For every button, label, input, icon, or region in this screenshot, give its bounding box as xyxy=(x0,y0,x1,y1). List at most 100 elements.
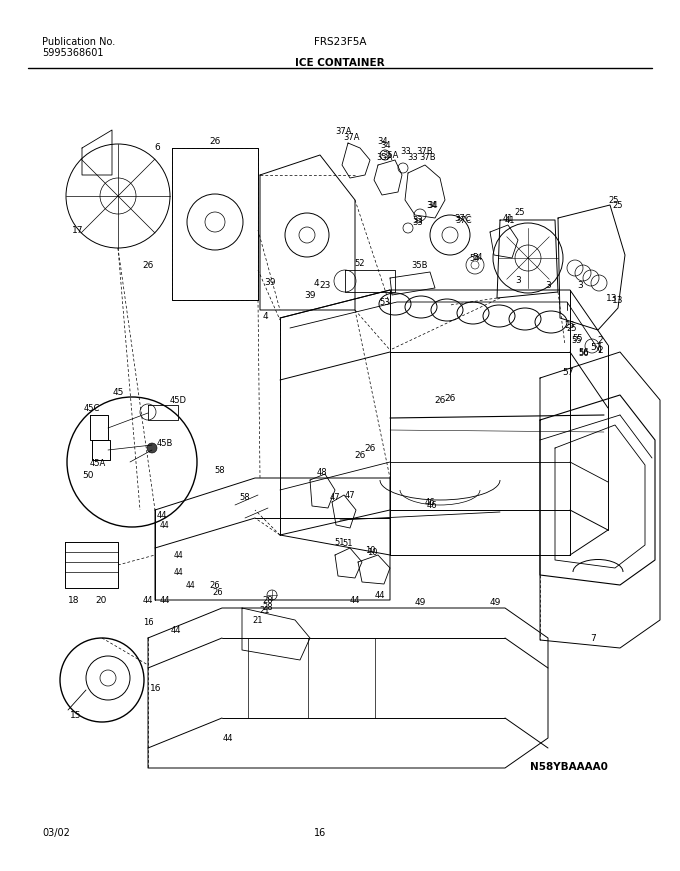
Text: 33: 33 xyxy=(401,147,411,157)
Text: 55: 55 xyxy=(572,335,582,345)
Text: 03/02: 03/02 xyxy=(42,828,70,838)
Text: 41: 41 xyxy=(503,213,513,222)
Text: 26: 26 xyxy=(209,138,221,146)
Text: 6: 6 xyxy=(154,144,160,152)
Text: 26: 26 xyxy=(435,395,445,404)
Text: 26: 26 xyxy=(364,443,375,453)
Text: ICE CONTAINER: ICE CONTAINER xyxy=(295,58,385,68)
Text: 48: 48 xyxy=(317,468,327,476)
Text: 51: 51 xyxy=(335,537,345,546)
Text: 37B: 37B xyxy=(417,147,433,157)
Text: 26: 26 xyxy=(213,588,223,597)
Text: FRS23F5A: FRS23F5A xyxy=(313,37,367,47)
Text: 21: 21 xyxy=(260,605,270,615)
Text: 49: 49 xyxy=(490,598,500,606)
Text: 2: 2 xyxy=(597,346,602,354)
Text: 35A: 35A xyxy=(381,151,398,159)
Text: 35B: 35B xyxy=(412,260,428,269)
Text: 41: 41 xyxy=(505,215,515,225)
Text: N58YBAAAA0: N58YBAAAA0 xyxy=(530,762,608,772)
Text: 16: 16 xyxy=(143,618,153,626)
Text: 16: 16 xyxy=(150,684,162,692)
Text: 57: 57 xyxy=(590,342,602,352)
Text: 45A: 45A xyxy=(90,458,106,468)
Text: 56: 56 xyxy=(579,348,590,357)
Text: 37A: 37A xyxy=(336,127,352,137)
Text: 55: 55 xyxy=(573,334,583,342)
Text: 10: 10 xyxy=(364,545,375,555)
Text: 25: 25 xyxy=(609,195,619,205)
Text: 37A: 37A xyxy=(344,132,360,141)
Text: 28: 28 xyxy=(262,596,273,604)
Text: 45B: 45B xyxy=(157,438,173,448)
Text: 33: 33 xyxy=(413,215,424,225)
Text: 20: 20 xyxy=(95,596,106,604)
Text: 3: 3 xyxy=(545,280,551,289)
Text: 33: 33 xyxy=(407,153,418,163)
Text: 44: 44 xyxy=(143,596,153,604)
Text: 47: 47 xyxy=(345,490,356,499)
Text: 13: 13 xyxy=(612,295,624,305)
Text: 25: 25 xyxy=(515,207,525,217)
Text: 44: 44 xyxy=(157,510,167,519)
Text: 44: 44 xyxy=(223,733,233,742)
Text: 53: 53 xyxy=(379,298,390,307)
Text: 58: 58 xyxy=(239,492,250,502)
Text: 37C: 37C xyxy=(456,215,473,225)
Text: 39: 39 xyxy=(265,278,276,287)
Text: 3: 3 xyxy=(577,280,583,289)
Text: 17: 17 xyxy=(72,226,84,234)
Text: 46: 46 xyxy=(426,501,437,510)
Text: 54: 54 xyxy=(473,253,483,261)
Text: 44: 44 xyxy=(173,568,183,577)
Circle shape xyxy=(147,443,157,453)
Text: 25: 25 xyxy=(613,200,624,210)
Text: 4: 4 xyxy=(313,279,319,287)
Text: 34: 34 xyxy=(377,138,388,146)
Text: 34: 34 xyxy=(381,140,391,150)
Text: 21: 21 xyxy=(253,616,263,625)
Text: 47: 47 xyxy=(330,492,340,502)
Text: 15: 15 xyxy=(70,711,82,719)
Text: 26: 26 xyxy=(354,450,366,460)
Text: 56: 56 xyxy=(579,348,590,356)
Text: 28: 28 xyxy=(262,603,273,611)
Text: 18: 18 xyxy=(68,596,80,604)
Text: 44: 44 xyxy=(350,596,360,604)
Text: Publication No.: Publication No. xyxy=(42,37,115,47)
Text: 58: 58 xyxy=(215,465,225,475)
Text: 2: 2 xyxy=(597,335,602,345)
Text: 10: 10 xyxy=(367,548,377,557)
Text: 52: 52 xyxy=(355,259,365,267)
Text: 13: 13 xyxy=(607,294,617,302)
Text: 44: 44 xyxy=(160,521,170,530)
Text: 26: 26 xyxy=(444,394,456,402)
Text: 45D: 45D xyxy=(169,395,186,404)
Text: 50: 50 xyxy=(82,470,94,480)
Text: 45: 45 xyxy=(112,388,124,396)
Text: 25: 25 xyxy=(566,323,577,333)
Text: 46: 46 xyxy=(425,497,435,507)
Text: 7: 7 xyxy=(590,633,596,643)
Text: 34: 34 xyxy=(426,200,437,210)
Text: 57: 57 xyxy=(562,368,574,376)
Text: 49: 49 xyxy=(414,598,426,606)
Text: 37C: 37C xyxy=(455,213,471,222)
Text: 3: 3 xyxy=(515,275,521,285)
Text: 44: 44 xyxy=(185,580,195,590)
Text: 34: 34 xyxy=(428,200,439,210)
Text: 16: 16 xyxy=(314,828,326,838)
Text: 54: 54 xyxy=(470,253,480,262)
Text: 23: 23 xyxy=(320,280,330,289)
Text: 33: 33 xyxy=(413,218,424,226)
Text: 44: 44 xyxy=(375,591,386,599)
Text: 4: 4 xyxy=(262,312,268,321)
Text: 26: 26 xyxy=(142,260,154,269)
Text: 44: 44 xyxy=(173,550,183,559)
Text: 39: 39 xyxy=(304,291,316,300)
Text: 26: 26 xyxy=(209,580,220,590)
Text: 44: 44 xyxy=(160,596,170,604)
Text: 45C: 45C xyxy=(84,403,100,413)
Text: 5995368601: 5995368601 xyxy=(42,48,103,58)
Text: 37B: 37B xyxy=(420,153,437,163)
